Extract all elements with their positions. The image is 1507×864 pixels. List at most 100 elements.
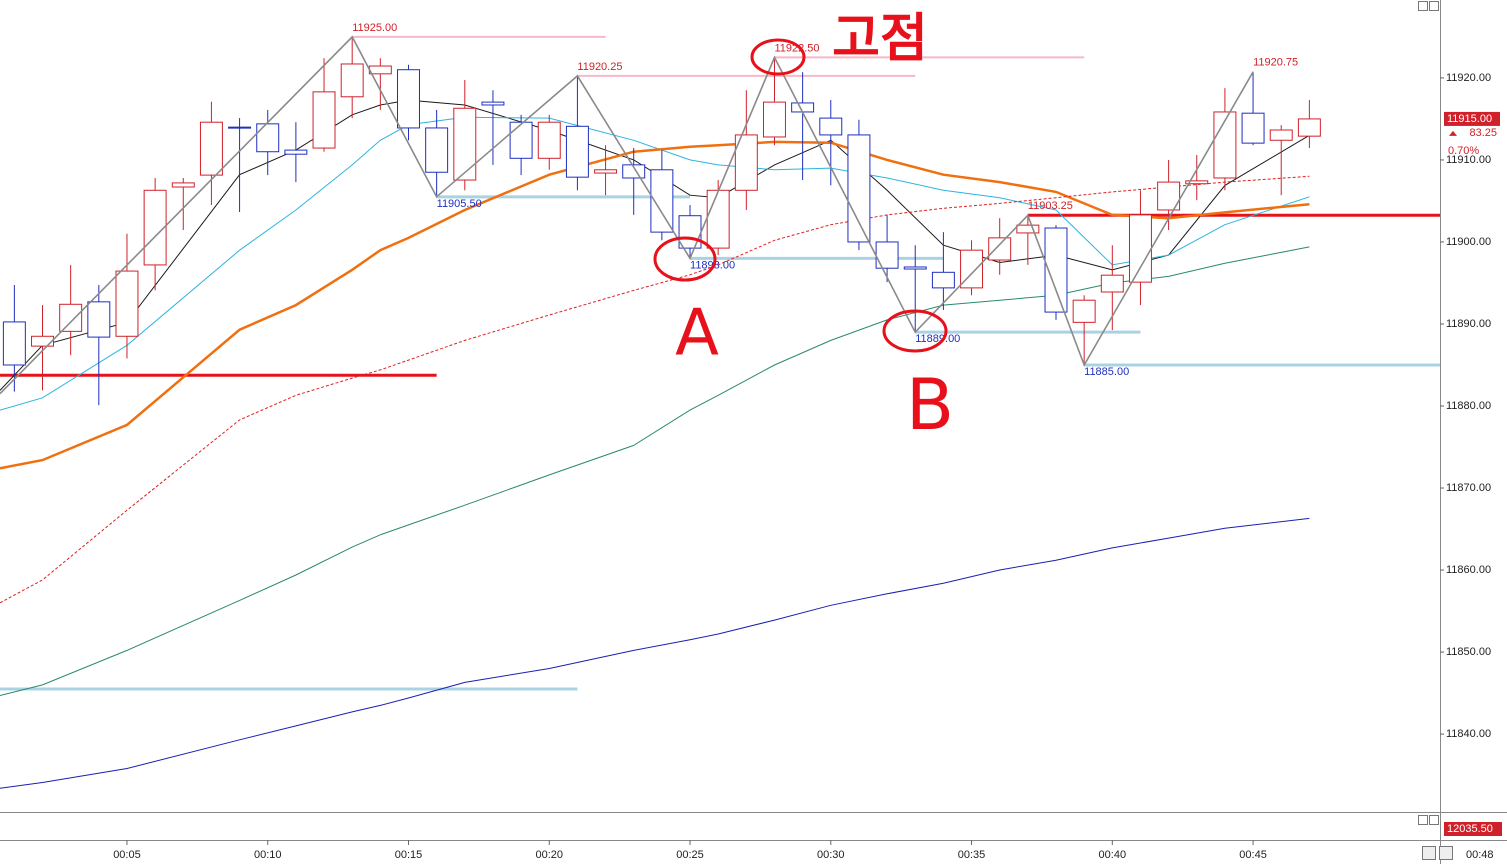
- moving-average: [0, 246, 1310, 696]
- candle-body: [31, 335, 54, 347]
- change-arrow: [1449, 130, 1457, 136]
- candle-body: [819, 117, 843, 136]
- annotation: B: [906, 364, 954, 446]
- candle-body: [1297, 118, 1321, 137]
- y-tick-label: 11910.00: [1446, 154, 1491, 166]
- panel-button[interactable]: [1429, 815, 1439, 825]
- y-tick-label: 11860.00: [1446, 564, 1491, 576]
- candle-body: [1100, 274, 1124, 293]
- circle-annotation: [882, 309, 948, 353]
- candle-body: [397, 69, 420, 129]
- pivot-label: 11905.50: [437, 198, 482, 210]
- x-tick-label: 00:10: [254, 849, 282, 861]
- x-tick-label: 00:05: [113, 849, 141, 861]
- pivot-label: 11885.00: [1084, 366, 1129, 378]
- candle-body: [678, 215, 702, 249]
- sub-panel-label: 12035.50: [1447, 823, 1493, 835]
- y-tick-label: 11900.00: [1446, 236, 1491, 248]
- moving-average: [0, 99, 1310, 391]
- candle-body: [1269, 129, 1293, 141]
- candle-body: [143, 189, 167, 266]
- x-tick-label: 00:45: [1239, 849, 1267, 861]
- pivot-label: 11903.25: [1028, 200, 1073, 212]
- candle-body: [1157, 181, 1181, 211]
- candle-body: [988, 237, 1012, 261]
- panel-button[interactable]: [1418, 815, 1428, 825]
- plot-area: 11925.0011905.5011920.2511898.0011922.50…: [0, 22, 1440, 789]
- panel-button[interactable]: [1418, 1, 1428, 11]
- candle-body: [1241, 112, 1265, 144]
- candle-body: [931, 271, 955, 289]
- candle-body: [1072, 299, 1096, 323]
- candle-body: [594, 169, 618, 174]
- change-label: 83.25: [1469, 127, 1497, 139]
- x-tick-label: 00:15: [395, 849, 423, 861]
- x-tick-label: 00:20: [535, 849, 563, 861]
- candle-body: [284, 149, 308, 155]
- candle-body: [847, 134, 871, 243]
- candle-body: [368, 65, 392, 75]
- candle-body: [734, 134, 758, 191]
- candle-body: [115, 270, 139, 337]
- current-time: 00:48: [1466, 849, 1494, 861]
- moving-average: [0, 517, 1310, 789]
- y-tick-label: 11890.00: [1446, 318, 1491, 330]
- candle-body: [509, 121, 533, 159]
- candle-body: [312, 91, 336, 149]
- moving-average: [0, 116, 1310, 411]
- candle-body: [1016, 224, 1040, 234]
- y-tick-label: 11870.00: [1446, 482, 1491, 494]
- y-tick-label: 11920.00: [1446, 72, 1491, 84]
- moving-average: [0, 140, 1310, 470]
- candle-body: [1044, 227, 1068, 313]
- candle-body: [171, 182, 195, 188]
- last-price-box: [1444, 111, 1500, 126]
- candle-body: [903, 266, 927, 270]
- candle-body: [453, 107, 477, 181]
- candle-body: [1213, 111, 1237, 179]
- circle-annotation: [653, 236, 717, 282]
- sub-panel-box: [1444, 822, 1502, 836]
- y-tick-label: 11840.00: [1446, 728, 1491, 740]
- candle-body: [1128, 214, 1152, 283]
- candle-body: [762, 101, 786, 138]
- annotation: 고점: [832, 9, 928, 69]
- pivot-label: 11889.00: [915, 333, 960, 345]
- panel-button[interactable]: [1429, 1, 1439, 11]
- circle-annotation: [750, 38, 806, 76]
- candle-body: [875, 241, 899, 269]
- y-tick-label: 11850.00: [1446, 646, 1491, 658]
- candle-body: [706, 189, 730, 249]
- change-pct-label: 0.70%: [1448, 145, 1479, 157]
- candle-body: [199, 121, 223, 176]
- candle-body: [425, 127, 449, 173]
- last-price-label: 11915.00: [1447, 113, 1492, 125]
- candle-body: [340, 63, 364, 98]
- annotation: A: [675, 297, 719, 371]
- pivot-label: 11920.25: [577, 61, 622, 73]
- candle-body: [1185, 180, 1209, 185]
- candle-body: [87, 301, 111, 338]
- candle-body: [537, 121, 561, 159]
- x-tick-label: 00:40: [1099, 849, 1127, 861]
- x-tick-label: 00:25: [676, 849, 704, 861]
- pivot-label: 11920.75: [1253, 57, 1298, 69]
- candle-body: [565, 125, 589, 178]
- tool-button[interactable]: [1422, 846, 1436, 860]
- candle-body: [650, 169, 674, 233]
- x-tick-label: 00:30: [817, 849, 845, 861]
- candle-body: [481, 101, 505, 106]
- pivot-label: 11925.00: [352, 22, 397, 34]
- moving-average: [0, 175, 1310, 604]
- tool-button[interactable]: [1439, 846, 1453, 860]
- x-tick-label: 00:35: [958, 849, 986, 861]
- candle-body: [228, 126, 252, 129]
- pivot-label: 11922.50: [774, 42, 819, 54]
- y-tick-label: 11880.00: [1446, 400, 1491, 412]
- candle-body: [2, 321, 26, 366]
- candle-body: [256, 123, 280, 153]
- candle-body: [59, 303, 83, 332]
- zigzag-line: [0, 35, 1254, 395]
